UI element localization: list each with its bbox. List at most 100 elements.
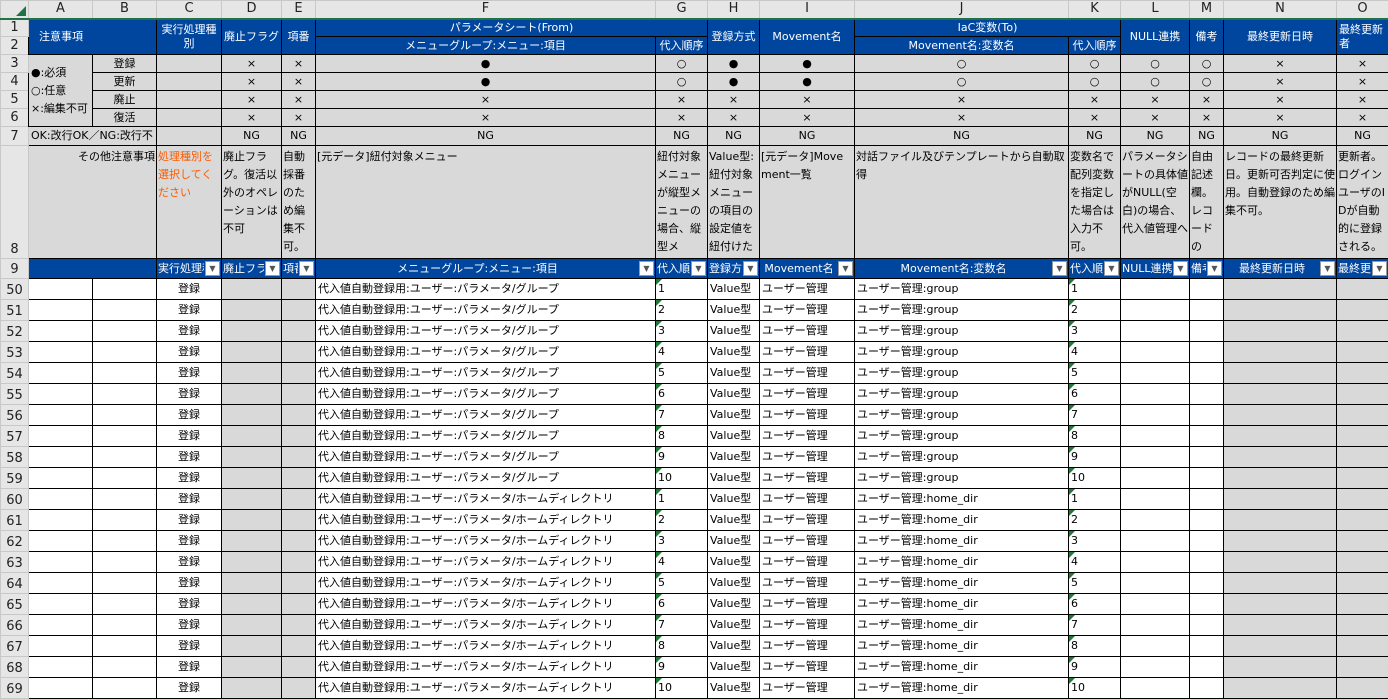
- null-link-cell[interactable]: [1121, 636, 1190, 657]
- last-updated-cell[interactable]: [1224, 321, 1337, 342]
- movement-cell[interactable]: ユーザー管理: [760, 384, 855, 405]
- assign-order-cell[interactable]: 3: [656, 531, 708, 552]
- cell-a[interactable]: [29, 426, 93, 447]
- assign-order2-cell[interactable]: 9: [1069, 447, 1121, 468]
- movement-var-cell[interactable]: ユーザー管理:group: [855, 300, 1069, 321]
- item-no-cell[interactable]: [282, 426, 316, 447]
- remarks-cell[interactable]: [1190, 468, 1224, 489]
- movement-cell[interactable]: ユーザー管理: [760, 657, 855, 678]
- assign-order-cell[interactable]: 3: [656, 321, 708, 342]
- item-no-cell[interactable]: [282, 636, 316, 657]
- movement-cell[interactable]: ユーザー管理: [760, 552, 855, 573]
- last-updated-cell[interactable]: [1224, 405, 1337, 426]
- discard-flag-cell[interactable]: [222, 321, 282, 342]
- exec-type-cell[interactable]: 登録: [157, 321, 222, 342]
- assign-order2-cell[interactable]: 1: [1069, 489, 1121, 510]
- cell-a[interactable]: [29, 615, 93, 636]
- reg-method-cell[interactable]: Value型: [708, 447, 760, 468]
- remarks-cell[interactable]: [1190, 426, 1224, 447]
- last-updated-cell[interactable]: [1224, 510, 1337, 531]
- last-updater-cell[interactable]: [1337, 447, 1388, 468]
- menu-item-cell[interactable]: 代入値自動登録用:ユーザー:パラメータ/ホームディレクトリ: [316, 636, 656, 657]
- exec-type-cell[interactable]: 登録: [157, 510, 222, 531]
- null-link-cell[interactable]: [1121, 342, 1190, 363]
- reg-method-cell[interactable]: Value型: [708, 405, 760, 426]
- row-header[interactable]: 53: [1, 342, 29, 363]
- last-updated-cell[interactable]: [1224, 489, 1337, 510]
- last-updated-cell[interactable]: [1224, 447, 1337, 468]
- item-no-cell[interactable]: [282, 321, 316, 342]
- exec-type-cell[interactable]: 登録: [157, 426, 222, 447]
- row-header[interactable]: 68: [1, 657, 29, 678]
- discard-flag-cell[interactable]: [222, 573, 282, 594]
- null-link-cell[interactable]: [1121, 552, 1190, 573]
- row-header[interactable]: 52: [1, 321, 29, 342]
- discard-flag-cell[interactable]: [222, 678, 282, 699]
- item-no-cell[interactable]: [282, 489, 316, 510]
- assign-order-cell[interactable]: 6: [656, 384, 708, 405]
- cell-a[interactable]: [29, 657, 93, 678]
- assign-order-cell[interactable]: 10: [656, 678, 708, 699]
- filter-dropdown-icon[interactable]: ▼: [1173, 261, 1188, 276]
- menu-item-cell[interactable]: 代入値自動登録用:ユーザー:パラメータ/グループ: [316, 426, 656, 447]
- last-updater-cell[interactable]: [1337, 342, 1388, 363]
- menu-item-cell[interactable]: 代入値自動登録用:ユーザー:パラメータ/グループ: [316, 447, 656, 468]
- row-header[interactable]: 56: [1, 405, 29, 426]
- assign-order2-cell[interactable]: 2: [1069, 510, 1121, 531]
- filter-dropdown-icon[interactable]: ▼: [265, 261, 280, 276]
- movement-var-cell[interactable]: ユーザー管理:group: [855, 468, 1069, 489]
- column-header-D[interactable]: D: [222, 1, 282, 19]
- cell-b[interactable]: [93, 300, 157, 321]
- last-updater-cell[interactable]: [1337, 405, 1388, 426]
- item-no-cell[interactable]: [282, 447, 316, 468]
- movement-var-cell[interactable]: ユーザー管理:home_dir: [855, 552, 1069, 573]
- remarks-cell[interactable]: [1190, 321, 1224, 342]
- menu-item-cell[interactable]: 代入値自動登録用:ユーザー:パラメータ/ホームディレクトリ: [316, 573, 656, 594]
- discard-flag-cell[interactable]: [222, 363, 282, 384]
- remarks-cell[interactable]: [1190, 405, 1224, 426]
- last-updater-cell[interactable]: [1337, 573, 1388, 594]
- movement-var-cell[interactable]: ユーザー管理:group: [855, 426, 1069, 447]
- row-header[interactable]: 61: [1, 510, 29, 531]
- discard-flag-cell[interactable]: [222, 342, 282, 363]
- discard-flag-cell[interactable]: [222, 594, 282, 615]
- menu-item-cell[interactable]: 代入値自動登録用:ユーザー:パラメータ/グループ: [316, 321, 656, 342]
- menu-item-cell[interactable]: 代入値自動登録用:ユーザー:パラメータ/ホームディレクトリ: [316, 489, 656, 510]
- last-updater-cell[interactable]: [1337, 279, 1388, 300]
- row-header[interactable]: 65: [1, 594, 29, 615]
- row-header[interactable]: 64: [1, 573, 29, 594]
- reg-method-cell[interactable]: Value型: [708, 426, 760, 447]
- movement-cell[interactable]: ユーザー管理: [760, 468, 855, 489]
- menu-item-cell[interactable]: 代入値自動登録用:ユーザー:パラメータ/グループ: [316, 342, 656, 363]
- filter-dropdown-icon[interactable]: ▼: [205, 261, 220, 276]
- assign-order2-cell[interactable]: 5: [1069, 573, 1121, 594]
- column-header-M[interactable]: M: [1190, 1, 1224, 19]
- remarks-cell[interactable]: [1190, 657, 1224, 678]
- item-no-cell[interactable]: [282, 678, 316, 699]
- discard-flag-cell[interactable]: [222, 447, 282, 468]
- row-header[interactable]: 66: [1, 615, 29, 636]
- last-updated-cell[interactable]: [1224, 279, 1337, 300]
- assign-order-cell[interactable]: 4: [656, 552, 708, 573]
- remarks-cell[interactable]: [1190, 279, 1224, 300]
- last-updated-cell[interactable]: [1224, 300, 1337, 321]
- cell-b[interactable]: [93, 426, 157, 447]
- cell-b[interactable]: [93, 321, 157, 342]
- assign-order2-cell[interactable]: 8: [1069, 636, 1121, 657]
- row-header[interactable]: 59: [1, 468, 29, 489]
- assign-order2-cell[interactable]: 5: [1069, 363, 1121, 384]
- movement-cell[interactable]: ユーザー管理: [760, 300, 855, 321]
- cell-b[interactable]: [93, 531, 157, 552]
- discard-flag-cell[interactable]: [222, 405, 282, 426]
- cell-b[interactable]: [93, 636, 157, 657]
- discard-flag-cell[interactable]: [222, 615, 282, 636]
- column-header-C[interactable]: C: [157, 1, 222, 19]
- assign-order-cell[interactable]: 9: [656, 657, 708, 678]
- last-updater-cell[interactable]: [1337, 531, 1388, 552]
- row-header[interactable]: 7: [1, 127, 29, 146]
- remarks-cell[interactable]: [1190, 489, 1224, 510]
- row-header[interactable]: 2: [1, 37, 29, 55]
- null-link-cell[interactable]: [1121, 594, 1190, 615]
- row-header[interactable]: 57: [1, 426, 29, 447]
- cell-b[interactable]: [93, 552, 157, 573]
